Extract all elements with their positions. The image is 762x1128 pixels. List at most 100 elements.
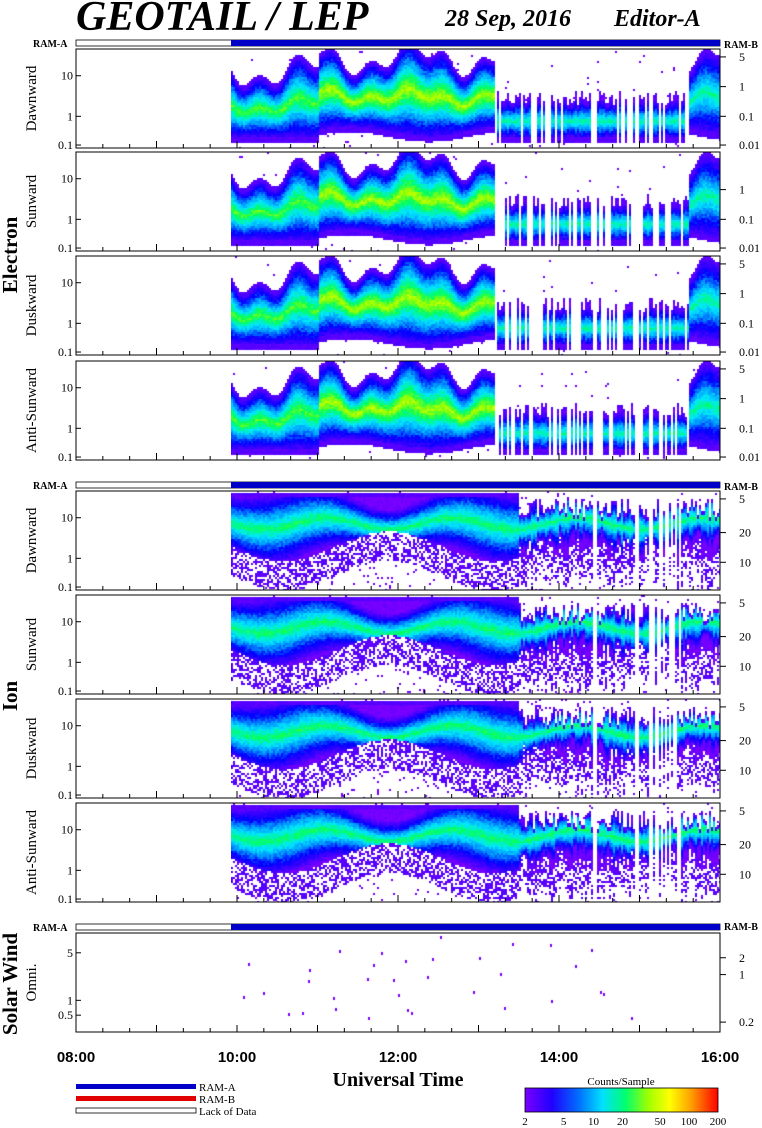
y-tick-label-right: 1 bbox=[739, 183, 745, 197]
y-tick-label-left: 0.1 bbox=[58, 788, 73, 802]
ram-b-label-ion: RAM-B bbox=[724, 482, 758, 493]
panel-electron-duskward: Duskward 10 1 0.1 5 1 0.1 0.01 bbox=[24, 255, 760, 359]
y-tick-label-right: 1 bbox=[739, 968, 745, 982]
legend-swatch-lack bbox=[75, 1107, 197, 1114]
y-tick-label-right: 20 bbox=[739, 526, 751, 540]
colorbar-tick-label: 20 bbox=[617, 1116, 629, 1128]
spectrogram-image bbox=[231, 699, 720, 798]
legend-label-lack: Lack of Data bbox=[199, 1106, 257, 1118]
y-tick-label-left: 10 bbox=[61, 69, 73, 83]
y-tick-label-left: 1 bbox=[67, 993, 73, 1007]
panel-label: Anti-Sunward bbox=[24, 368, 40, 453]
y-tick-label-left: 1 bbox=[67, 421, 73, 435]
legend-label-ram-b: RAM-B bbox=[199, 1094, 235, 1106]
y-tick-label-right: 0.2 bbox=[739, 1015, 754, 1029]
y-tick-label-right: 5 bbox=[739, 50, 745, 64]
y-tick-label-left: 0.1 bbox=[58, 138, 73, 152]
ram-a-label-electron: RAM-A bbox=[33, 39, 68, 50]
y-tick-label-left: 10 bbox=[61, 511, 73, 525]
y-tick-label-left: 10 bbox=[61, 719, 73, 733]
panel-label: Omni. bbox=[24, 964, 40, 1002]
group-label-solar-wind: Solar Wind bbox=[0, 933, 22, 1035]
y-tick-label-right: 1 bbox=[739, 287, 745, 301]
y-tick-label-right: 0.1 bbox=[739, 421, 754, 435]
x-tick-label-1600: 16:00 bbox=[701, 1049, 739, 1066]
spectrogram-image bbox=[231, 152, 720, 251]
y-tick-label-left: 1 bbox=[67, 551, 73, 565]
group-label-ion: Ion bbox=[0, 681, 22, 712]
ram-bar-solar-wind: RAM-A RAM-B bbox=[33, 922, 758, 934]
ram-a-label-solar-wind: RAM-A bbox=[33, 923, 68, 934]
y-tick-label-right: 5 bbox=[739, 596, 745, 610]
y-tick-label-left: 1 bbox=[67, 212, 73, 226]
spectrogram-image bbox=[231, 49, 720, 148]
figure-title: GEOTAIL / LEP bbox=[76, 0, 369, 40]
ram-b-label-solar-wind: RAM-B bbox=[724, 922, 758, 933]
panel-label: Duskward bbox=[24, 717, 40, 779]
x-tick-label-1400: 14:00 bbox=[540, 1049, 578, 1066]
y-tick-label-left: 10 bbox=[61, 381, 73, 395]
group-label-electron: Electron bbox=[0, 216, 22, 293]
ram-legend: RAM-A RAM-B Lack of Data bbox=[75, 1082, 257, 1118]
panel-electron-anti-sunward: Anti-Sunward 10 1 0.1 5 1 0.1 0.01 bbox=[24, 360, 760, 464]
spectrogram-image bbox=[231, 933, 720, 1032]
y-tick-label-right: 5 bbox=[739, 492, 745, 506]
editor-label: Editor-A bbox=[613, 6, 701, 32]
panel-label: Duskward bbox=[24, 274, 40, 336]
y-tick-label-right: 5 bbox=[739, 257, 745, 271]
y-tick-label-right: 5 bbox=[739, 362, 745, 376]
panel-electron-dawnward: Dawnward 10 1 0.1 5 1 0.1 0.01 bbox=[24, 48, 760, 152]
y-tick-label-left: 0.1 bbox=[58, 450, 73, 464]
y-tick-label-left: 10 bbox=[61, 823, 73, 837]
panel-electron-sunward: Sunward 10 1 0.1 1 0.1 0.01 bbox=[24, 151, 760, 255]
y-tick-label-right: 20 bbox=[739, 630, 751, 644]
legend-label-ram-a: RAM-A bbox=[199, 1082, 236, 1094]
y-tick-label-right: 10 bbox=[739, 763, 751, 777]
y-tick-label-left: 10 bbox=[61, 615, 73, 629]
y-tick-label-right: 10 bbox=[739, 555, 751, 569]
y-tick-label-left: 1 bbox=[67, 863, 73, 877]
ram-bar-ion: RAM-A RAM-B bbox=[33, 481, 758, 493]
spectrogram-image bbox=[231, 595, 720, 694]
x-axis-title: Universal Time bbox=[333, 1069, 464, 1091]
x-tick-label-0800: 08:00 bbox=[57, 1049, 95, 1066]
y-tick-label-right: 1 bbox=[739, 80, 745, 94]
y-tick-label-left: 1 bbox=[67, 109, 73, 123]
y-tick-label-left: 1 bbox=[67, 655, 73, 669]
y-tick-label-left: 0.1 bbox=[58, 892, 73, 906]
y-tick-label-right: 0.1 bbox=[739, 316, 754, 330]
legend-swatch-ram-a bbox=[76, 1084, 196, 1089]
y-tick-label-right: 0.01 bbox=[739, 450, 760, 464]
panel-label: Dawnward bbox=[24, 507, 40, 573]
panel-label: Anti-Sunward bbox=[24, 810, 40, 895]
colorbar: Counts/Sample 2 5 10 20 50 100 200 bbox=[522, 1076, 727, 1128]
x-tick-label-1000: 10:00 bbox=[218, 1049, 256, 1066]
ram-bar-electron: RAM-A RAM-B bbox=[33, 39, 758, 51]
spectrogram-image bbox=[231, 256, 720, 355]
colorbar-tick-label: 100 bbox=[681, 1116, 698, 1128]
y-tick-label-right: 5 bbox=[739, 700, 745, 714]
spectrogram-image bbox=[231, 491, 720, 590]
y-tick-label-left: 10 bbox=[61, 172, 73, 186]
y-tick-label-right: 0.1 bbox=[739, 109, 754, 123]
y-tick-label-right: 10 bbox=[739, 867, 751, 881]
colorbar-tick-label: 200 bbox=[710, 1116, 727, 1128]
y-tick-label-right: 5 bbox=[739, 804, 745, 818]
spectrogram-image bbox=[231, 803, 720, 902]
spectrogram-panels: Dawnward 10 1 0.1 5 1 0.1 0.01 Sunward 10 1 0.1 1 0.1… bbox=[24, 48, 760, 1033]
y-tick-label-right: 1 bbox=[739, 392, 745, 406]
y-tick-label-right: 20 bbox=[739, 838, 751, 852]
y-tick-label-left: 0.1 bbox=[58, 345, 73, 359]
colorbar-tick-label: 10 bbox=[588, 1116, 600, 1128]
y-tick-label-right: 10 bbox=[739, 659, 751, 673]
panel-ion-sunward: Sunward 10 1 0.1 20 10 5 bbox=[24, 594, 751, 698]
y-tick-label-left: 1 bbox=[67, 316, 73, 330]
ram-a-label-ion: RAM-A bbox=[33, 481, 68, 492]
colorbar-gradient bbox=[524, 1087, 719, 1113]
ram-b-label-electron: RAM-B bbox=[724, 40, 758, 51]
y-tick-label-left: 10 bbox=[61, 276, 73, 290]
colorbar-tick-label: 50 bbox=[655, 1116, 667, 1128]
legend-swatch-ram-b bbox=[76, 1096, 196, 1101]
panel-label: Dawnward bbox=[24, 65, 40, 131]
